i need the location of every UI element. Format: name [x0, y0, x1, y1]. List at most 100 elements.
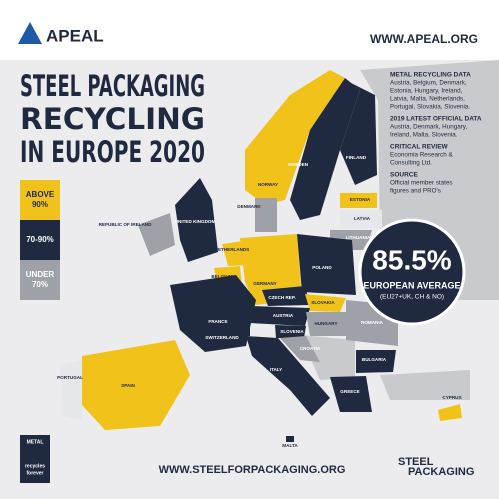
- country: [340, 193, 377, 208]
- country-label: AUSTRIA: [273, 313, 294, 318]
- note-heading: CRITICAL REVIEW: [390, 144, 449, 151]
- note-text: Consulting Ltd.: [390, 160, 432, 167]
- country: [356, 350, 396, 373]
- country: [290, 78, 360, 220]
- legend-label: UNDER: [26, 270, 55, 279]
- country-label: BULGARIA: [362, 357, 387, 362]
- note-text: Estonia, Hungary, Ireland,: [390, 88, 463, 95]
- country: [138, 213, 175, 256]
- country: [297, 234, 356, 295]
- legend-swatch: [20, 180, 60, 220]
- country-label: GREECE: [340, 389, 359, 394]
- country-label: GERMANY: [253, 281, 276, 286]
- country-label: LATVIA: [354, 216, 371, 221]
- country-label: NORWAY: [258, 182, 278, 187]
- average-label: EUROPEAN AVERAGE: [363, 280, 460, 290]
- country-label: FRANCE: [208, 319, 227, 324]
- country: [175, 178, 218, 262]
- country-label: SPAIN: [121, 383, 135, 388]
- country: [240, 234, 302, 305]
- country: [286, 436, 294, 442]
- title-line: IN EUROPE 2020: [20, 135, 205, 169]
- country-label: POLAND: [312, 265, 332, 270]
- country: [214, 315, 250, 336]
- country-label: BELGIUM: [211, 274, 232, 279]
- country-label: SLOVENIA: [280, 329, 304, 334]
- country: [250, 306, 310, 326]
- country-label: CZECH REP.: [268, 295, 295, 300]
- note-heading: SOURCE: [390, 172, 418, 179]
- country-label: UNITED KINGDOM: [175, 219, 216, 224]
- title-line: STEEL PACKAGING: [20, 69, 205, 103]
- country-label: SWEDEN: [288, 162, 309, 167]
- footer-website: WWW.STEELFORPACKAGING.ORG: [159, 464, 346, 476]
- legend-label: 70-90%: [26, 235, 54, 244]
- note-text: Ireland, Malta, Slovenia.: [390, 132, 458, 139]
- country-label: REPUBLIC OF IRELAND: [99, 222, 153, 227]
- country: [82, 340, 190, 430]
- average-value: 85.5%: [372, 244, 451, 275]
- country-label: PORTUGAL: [57, 375, 83, 380]
- country: [340, 210, 382, 228]
- map: [60, 60, 499, 442]
- legend-swatch: [20, 260, 60, 300]
- brand: APEAL: [46, 26, 104, 45]
- header-bar: [0, 0, 499, 60]
- country: [280, 336, 320, 362]
- country-label: NETHERLANDS: [215, 247, 250, 252]
- logo-text: PACKAGING: [408, 466, 474, 478]
- land: [380, 370, 470, 400]
- country-label: ESTONIA: [350, 197, 371, 202]
- country-label: CYPRUS: [442, 395, 461, 400]
- country-label: FINLAND: [346, 155, 367, 160]
- badge: [20, 435, 50, 483]
- average-note: (EU27+UK, CH & NO): [380, 294, 444, 301]
- country-label: CROATIA: [300, 346, 321, 351]
- note-text: Austria, Denmark, Hungary,: [390, 124, 467, 131]
- badge-text: METAL: [27, 439, 44, 445]
- logo-text: STEEL: [398, 456, 434, 468]
- note-text: Economia Research &: [390, 152, 453, 159]
- country-label: HUNGARY: [314, 321, 337, 326]
- badge-text: recycles: [25, 463, 45, 469]
- country-label: ITALY: [270, 367, 283, 372]
- legend-swatch: [20, 220, 60, 260]
- note-heading: 2019 LATEST OFFICIAL DATA: [390, 116, 482, 123]
- header-website: WWW.APEAL.ORG: [370, 32, 478, 46]
- country: [262, 286, 310, 306]
- legend-label: 70%: [32, 280, 48, 289]
- logo-icon: [18, 22, 42, 44]
- note-text: Austria, Belgium, Denmark,: [390, 80, 467, 87]
- note-text: Official member states: [390, 180, 453, 187]
- country: [245, 70, 345, 205]
- note-text: Portugal, Slovakia, Slovenia.: [390, 104, 470, 111]
- legend-label: 90%: [32, 200, 48, 209]
- country: [246, 336, 330, 416]
- title-line: RECYCLING: [20, 102, 205, 136]
- badge-text: forever: [27, 470, 44, 476]
- note-text: Latvia, Malta, Netherlands,: [390, 96, 465, 103]
- legend-label: ABOVE: [26, 190, 55, 199]
- country-label: LUXEMBOURG: [219, 293, 253, 298]
- country: [60, 360, 82, 420]
- country-label: MALTA: [282, 443, 298, 448]
- country: [306, 312, 346, 336]
- country: [305, 294, 346, 312]
- country-label: DENMARK: [237, 204, 261, 209]
- country: [255, 198, 277, 232]
- note-heading: METAL RECYCLING DATA: [390, 72, 471, 79]
- country: [340, 80, 377, 185]
- average-circle: [358, 218, 466, 326]
- country-label: SLOVAKIA: [311, 300, 335, 305]
- country: [330, 376, 372, 412]
- land: [300, 335, 355, 380]
- country-label: LITHUANIA: [346, 235, 371, 240]
- country: [275, 325, 306, 338]
- note-text: figures and PRO's: [390, 188, 441, 195]
- country: [222, 240, 250, 266]
- country-label: ROMANIA: [361, 320, 384, 325]
- country: [438, 404, 462, 421]
- country-label: SWITZERLAND: [205, 335, 239, 340]
